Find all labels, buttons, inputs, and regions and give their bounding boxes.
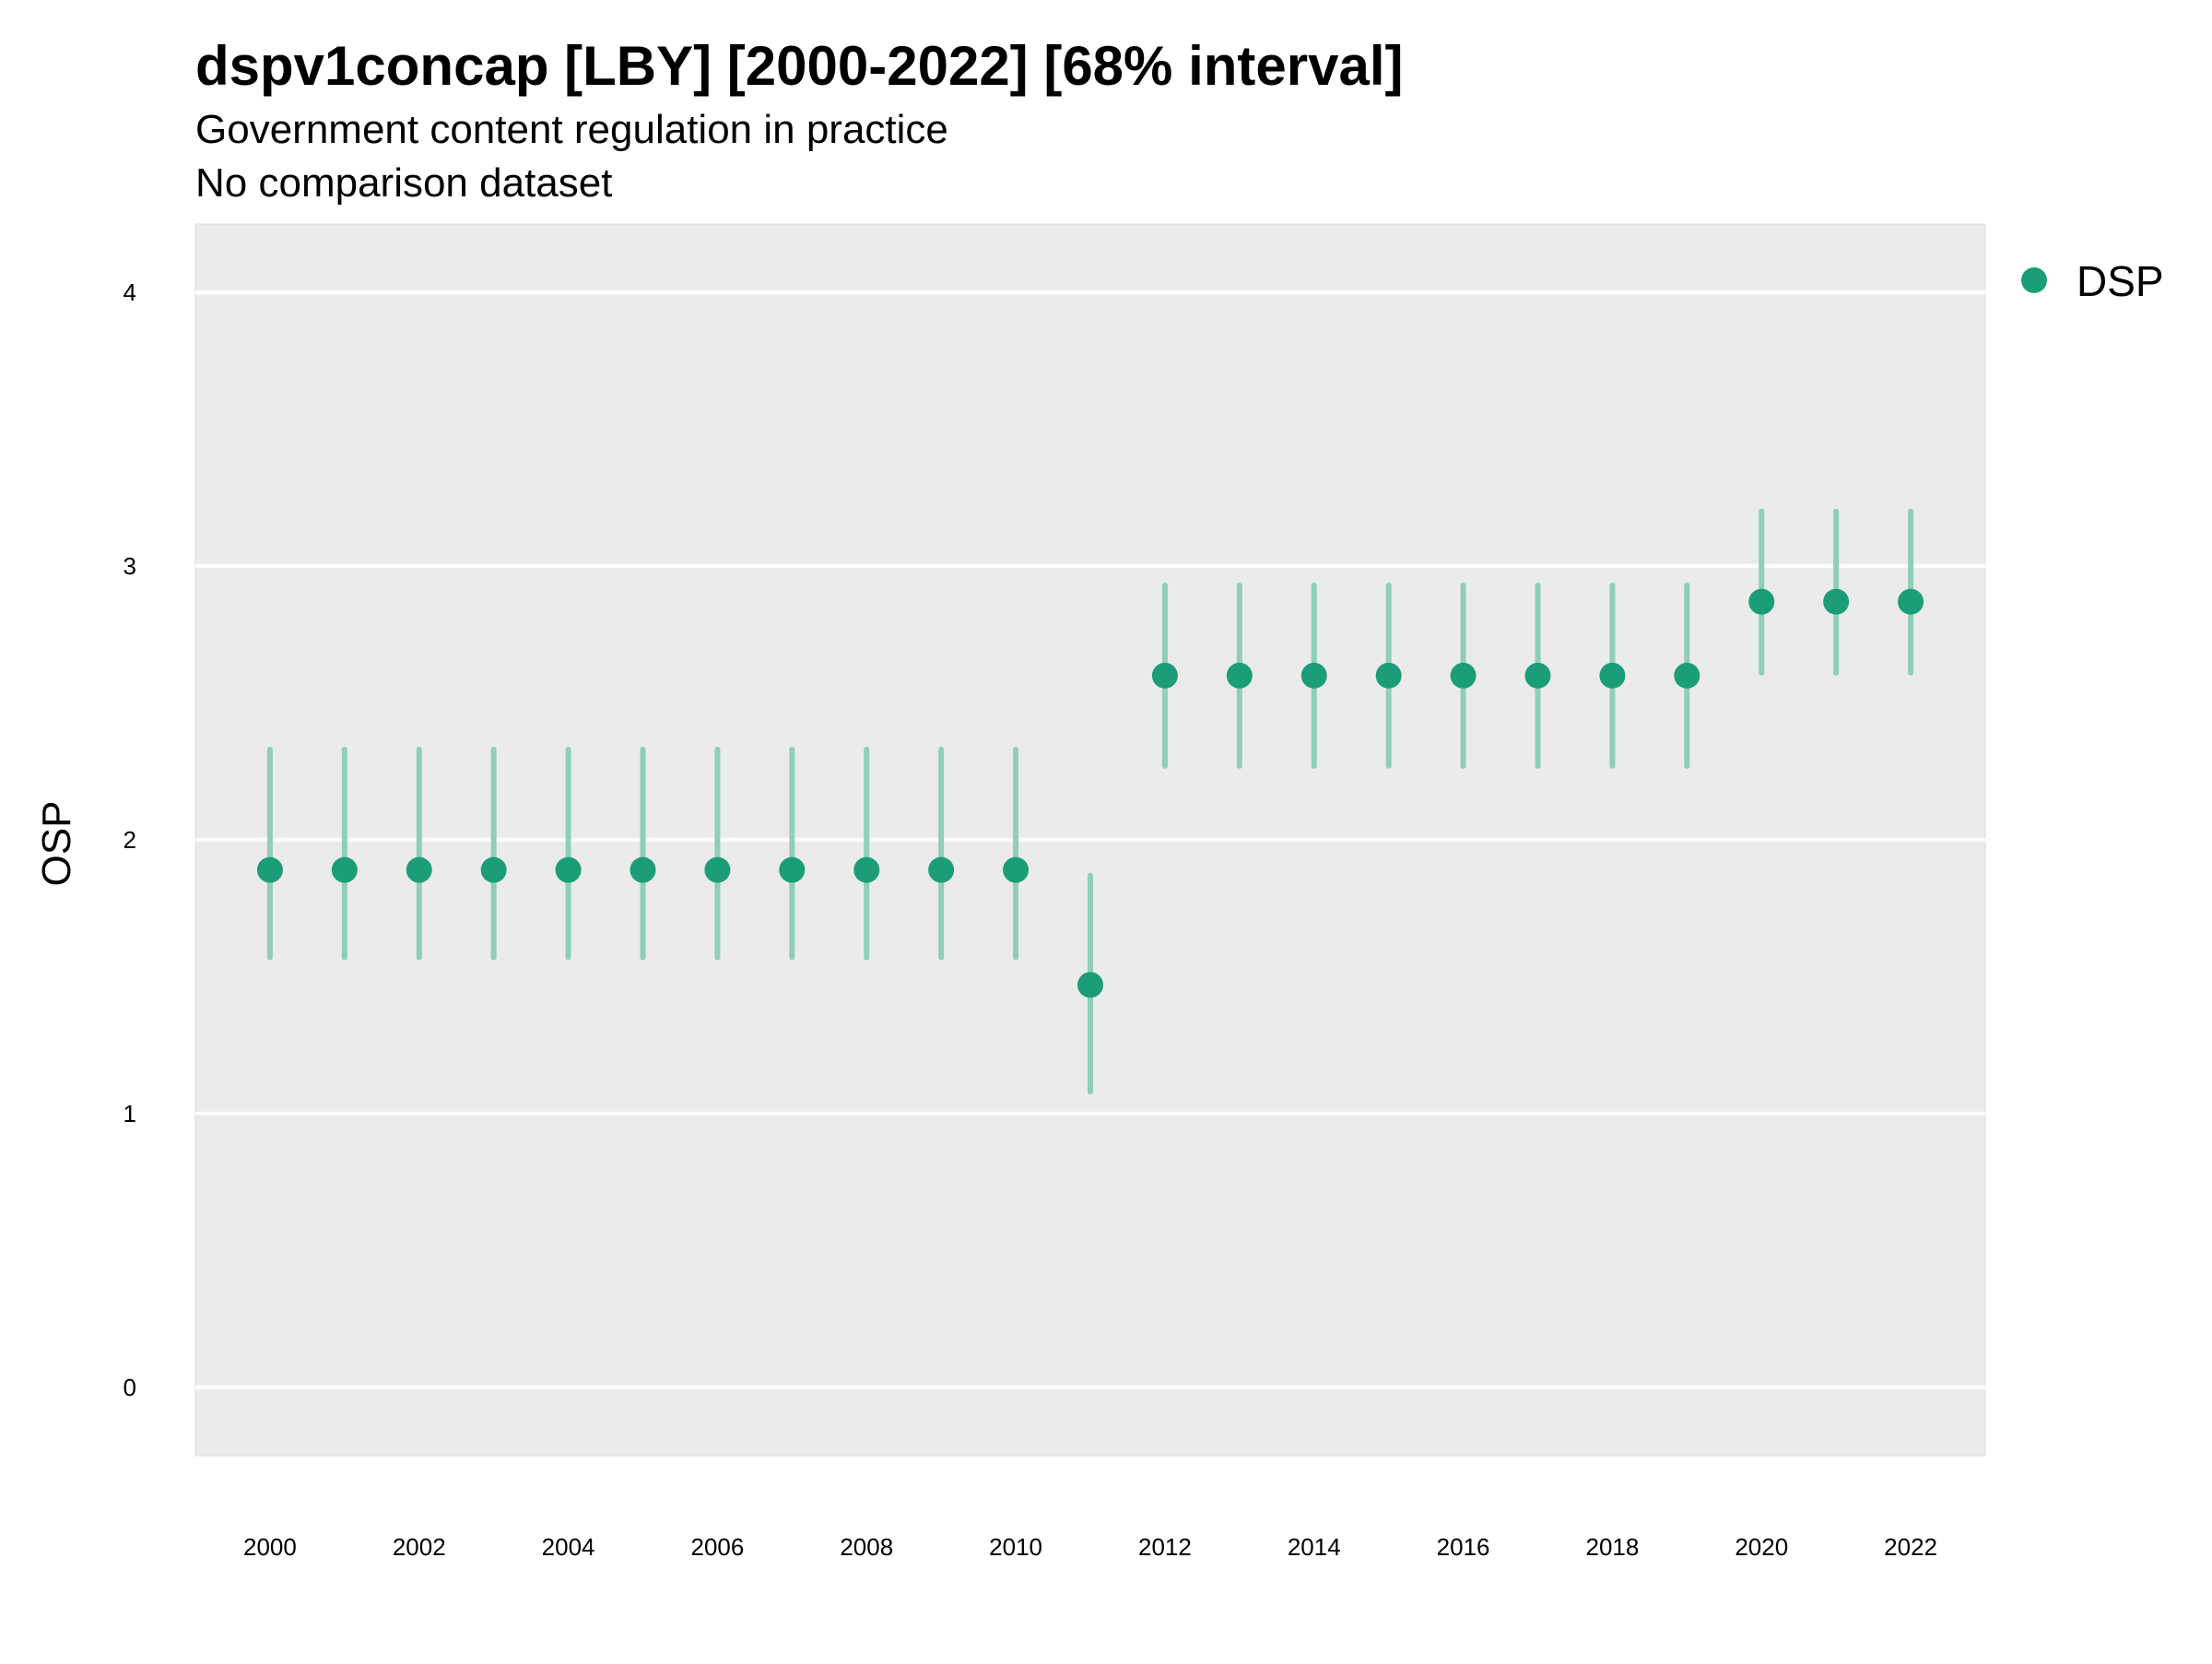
data-point <box>1748 588 1775 615</box>
data-point <box>779 856 806 883</box>
data-point <box>1003 856 1030 883</box>
y-axis-ticks: 0 1 2 3 4 <box>124 278 136 1401</box>
chart-subtitle: Government content regulation in practic… <box>195 107 948 152</box>
chart-title: dspv1concap [LBY] [2000-2022] [68% inter… <box>195 35 1403 97</box>
x-axis-ticks: 2000 2002 2004 2006 2008 2010 2012 2014 2016 2018… <box>243 1533 1937 1561</box>
data-point <box>406 856 432 883</box>
y-axis-label: OSP <box>34 801 79 887</box>
chart-caption: No comparison dataset <box>195 160 612 206</box>
x-tick-label: 2004 <box>542 1533 595 1561</box>
data-points <box>256 588 1924 998</box>
y-tick-label: 4 <box>124 278 136 306</box>
data-point <box>853 856 880 883</box>
legend: DSP <box>2021 257 2164 305</box>
data-point <box>1151 662 1178 689</box>
data-point <box>1450 662 1477 689</box>
x-tick-label: 2010 <box>989 1533 1042 1561</box>
x-tick-label: 2008 <box>840 1533 893 1561</box>
data-point <box>1300 662 1327 689</box>
x-tick-label: 2016 <box>1437 1533 1490 1561</box>
y-tick-label: 3 <box>124 552 136 580</box>
data-point <box>1674 662 1700 689</box>
data-point <box>1375 662 1402 689</box>
x-tick-label: 2002 <box>393 1533 446 1561</box>
data-point <box>331 856 358 883</box>
data-point <box>555 856 582 883</box>
data-point <box>704 856 731 883</box>
data-point <box>1823 588 1850 615</box>
x-tick-label: 2012 <box>1138 1533 1192 1561</box>
y-tick-label: 1 <box>124 1100 136 1127</box>
x-tick-label: 2014 <box>1288 1533 1341 1561</box>
data-point <box>1226 662 1253 689</box>
x-tick-label: 2020 <box>1735 1533 1788 1561</box>
data-point <box>1599 662 1626 689</box>
legend-swatch-dsp <box>2021 267 2047 293</box>
data-point <box>480 856 507 883</box>
y-tick-label: 2 <box>124 826 136 854</box>
x-tick-label: 2006 <box>690 1533 744 1561</box>
x-tick-label: 2000 <box>243 1533 297 1561</box>
x-tick-label: 2022 <box>1884 1533 1937 1561</box>
y-tick-label: 0 <box>124 1374 136 1401</box>
data-point <box>256 856 283 883</box>
data-point <box>928 856 955 883</box>
data-point <box>1898 588 1924 615</box>
data-point <box>629 856 656 883</box>
data-point <box>1524 662 1551 689</box>
x-tick-label: 2018 <box>1585 1533 1639 1561</box>
data-point <box>1077 972 1103 998</box>
legend-label-dsp: DSP <box>2077 257 2164 305</box>
